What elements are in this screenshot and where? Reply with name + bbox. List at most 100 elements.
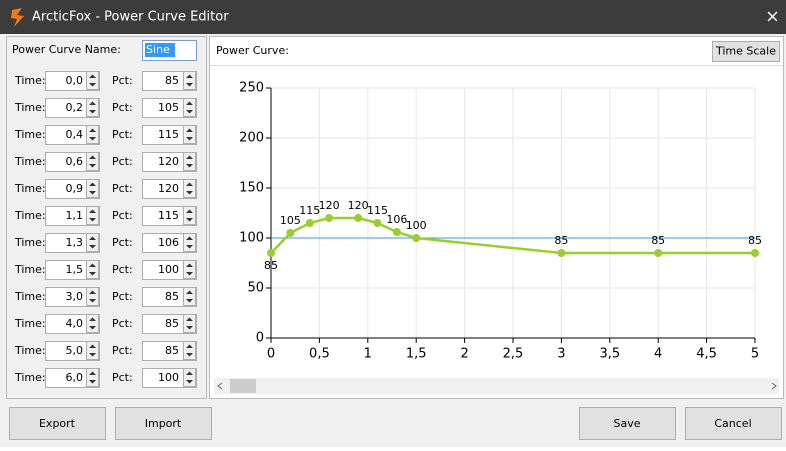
spinner[interactable] — [183, 125, 196, 144]
time-label: Time: — [14, 155, 46, 168]
spinner[interactable] — [183, 98, 196, 117]
spinner[interactable] — [86, 71, 99, 90]
spinner[interactable] — [86, 179, 99, 198]
spinner[interactable] — [183, 233, 196, 252]
spinner-arrows[interactable] — [186, 290, 193, 303]
time-value: 5,0 — [66, 344, 84, 357]
spinner-arrows[interactable] — [89, 290, 96, 303]
y-tick-label: 100 — [239, 231, 264, 246]
spinner[interactable] — [86, 233, 99, 252]
data-label: 85 — [748, 234, 762, 247]
spinner-arrows[interactable] — [186, 182, 193, 195]
spinner[interactable] — [86, 152, 99, 171]
pct-label: Pct: — [112, 236, 133, 249]
import-label: Import — [145, 417, 182, 430]
data-label: 115 — [299, 204, 320, 217]
spinner-arrows[interactable] — [186, 101, 193, 114]
y-tick-label: 200 — [239, 131, 264, 146]
spinner-arrows[interactable] — [89, 371, 96, 384]
spinner[interactable] — [183, 179, 196, 198]
time-value: 0,4 — [66, 128, 84, 141]
pct-value: 120 — [158, 155, 179, 168]
save-button[interactable] — [579, 407, 676, 440]
data-label: 120 — [319, 199, 340, 212]
spinner-arrows[interactable] — [186, 155, 193, 168]
spinner-arrows[interactable] — [186, 128, 193, 141]
spinner-arrows[interactable] — [89, 263, 96, 276]
scroll-thumb[interactable] — [230, 379, 256, 393]
spinner[interactable] — [183, 314, 196, 333]
time-value: 0,6 — [66, 155, 84, 168]
x-tick-label: 4,5 — [696, 347, 717, 362]
spinner-arrows[interactable] — [89, 101, 96, 114]
name-selection — [145, 43, 175, 57]
y-tick-label: 150 — [239, 181, 264, 196]
spinner[interactable] — [86, 368, 99, 387]
spinner-arrows[interactable] — [186, 317, 193, 330]
time-label: Time: — [14, 101, 46, 114]
spinner[interactable] — [183, 287, 196, 306]
x-tick-label: 3,5 — [599, 347, 620, 362]
spinner[interactable] — [86, 125, 99, 144]
data-point — [286, 229, 295, 237]
spinner[interactable] — [86, 341, 99, 360]
pct-label: Pct: — [112, 155, 133, 168]
buttons: Export Import Save Cancel — [9, 407, 782, 440]
close-button[interactable] — [767, 11, 778, 22]
window-title: ArcticFox - Power Curve Editor — [32, 10, 229, 25]
spinner-arrows[interactable] — [89, 317, 96, 330]
spinner-arrows[interactable] — [186, 74, 193, 87]
x-tick-label: 3 — [557, 347, 565, 362]
spinner[interactable] — [183, 368, 196, 387]
pct-label: Pct: — [112, 74, 133, 87]
spinner[interactable] — [86, 287, 99, 306]
spinner-arrows[interactable] — [89, 344, 96, 357]
spinner-arrows[interactable] — [89, 128, 96, 141]
data-point — [654, 249, 663, 257]
spinner-arrows[interactable] — [89, 209, 96, 222]
time-label: Time: — [14, 74, 46, 87]
time-label: Time: — [14, 317, 46, 330]
spinner[interactable] — [183, 71, 196, 90]
time-scale-button[interactable] — [712, 41, 780, 62]
pct-label: Pct: — [112, 209, 133, 222]
spinner-arrows[interactable] — [89, 236, 96, 249]
pct-label: Pct: — [112, 101, 133, 114]
spinner-arrows[interactable] — [89, 182, 96, 195]
pct-value: 85 — [165, 344, 179, 357]
spinner-arrows[interactable] — [186, 371, 193, 384]
spinner-arrows[interactable] — [186, 236, 193, 249]
pct-value: 115 — [158, 209, 179, 222]
x-tick-label: 5 — [751, 347, 759, 362]
time-value: 3,0 — [66, 290, 84, 303]
import-button[interactable] — [115, 407, 212, 440]
time-label: Time: — [14, 128, 46, 141]
spinner[interactable] — [86, 260, 99, 279]
spinner[interactable] — [183, 206, 196, 225]
spinner-arrows[interactable] — [186, 344, 193, 357]
spinner-arrows[interactable] — [89, 74, 96, 87]
chart-label: Power Curve: — [216, 44, 289, 57]
x-tick-label: 4 — [654, 347, 662, 362]
time-label: Time: — [14, 236, 46, 249]
pct-value: 85 — [165, 317, 179, 330]
spinner[interactable] — [183, 260, 196, 279]
app-icon — [11, 8, 24, 27]
time-label: Time: — [14, 182, 46, 195]
x-tick-label: 2 — [460, 347, 468, 362]
time-scale-label: Time Scale — [715, 45, 776, 58]
cancel-button[interactable] — [685, 407, 782, 440]
spinner[interactable] — [86, 314, 99, 333]
spinner-arrows[interactable] — [186, 209, 193, 222]
scroll-arrows[interactable] — [217, 382, 777, 390]
time-label: Time: — [14, 263, 46, 276]
h-scrollbar[interactable] — [214, 378, 779, 394]
spinner[interactable] — [183, 152, 196, 171]
export-button[interactable] — [9, 407, 106, 440]
spinner-arrows[interactable] — [186, 263, 193, 276]
spinner[interactable] — [86, 98, 99, 117]
spinner[interactable] — [86, 206, 99, 225]
spinner[interactable] — [183, 341, 196, 360]
spinner-arrows[interactable] — [89, 155, 96, 168]
